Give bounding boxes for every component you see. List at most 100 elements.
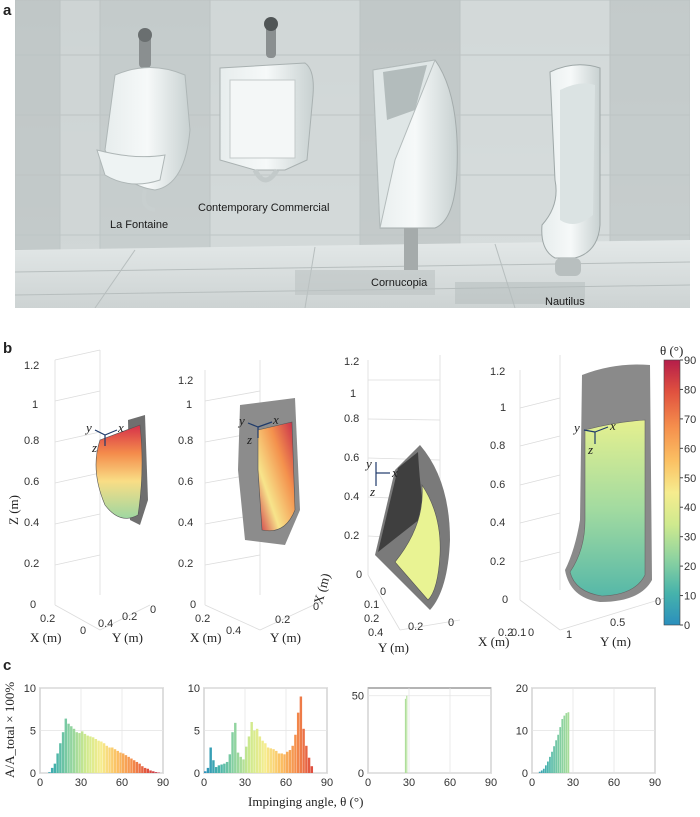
histogram-bar [114, 749, 116, 773]
histogram-bar [231, 732, 233, 773]
histogram-x-tick: 60 [608, 777, 620, 789]
histogram-y-tick: 50 [352, 691, 364, 703]
histogram-bar [97, 741, 99, 773]
b1-y-tick: 0 [150, 604, 156, 616]
histogram-x-tick: 90 [157, 777, 169, 789]
histogram-bar [297, 713, 299, 773]
b2-y-label: Y (m) [270, 630, 301, 645]
b1-local-z: z [91, 440, 97, 455]
histogram-x-tick: 30 [75, 777, 87, 789]
histogram-bar [283, 754, 285, 773]
b2-z-tick: 1.2 [178, 375, 193, 387]
histogram-y-tick: 0 [30, 768, 36, 780]
colorbar-tick-label: 40 [684, 502, 696, 514]
colorbar-tick-label: 10 [684, 591, 696, 603]
histogram-bar [212, 760, 214, 773]
histogram-bar [547, 762, 549, 773]
histogram-y-tick: 0 [358, 768, 364, 780]
histogram-bar [245, 747, 247, 773]
histogram-bar [289, 750, 291, 773]
histogram-bar [555, 740, 557, 773]
b4-z-tick: 0.8 [490, 440, 505, 452]
histogram-bar [204, 771, 206, 773]
histogram-bar [308, 758, 310, 773]
b2-surface [258, 422, 295, 531]
b3-y-label: Y (m) [378, 640, 409, 655]
histogram-frame [368, 688, 491, 773]
histogram-bar [149, 770, 151, 773]
histogram-bar [294, 735, 296, 773]
colorbar-label: θ (°) [660, 343, 683, 358]
histogram-x-tick: 0 [529, 777, 535, 789]
colorbar-tick-label: 0 [684, 620, 690, 632]
histogram-bar [565, 713, 567, 773]
histogram-bar [259, 736, 261, 773]
b3-z-tick: 0.2 [344, 530, 359, 542]
b4-z-tick: 1.2 [490, 366, 505, 378]
panel-b-3d-plots: Z (m) 0 0.2 0.4 0.6 0.8 1 [0, 340, 700, 660]
histogram-bar [119, 753, 121, 773]
b3-local-y: y [364, 456, 372, 471]
b4-x-label: X (m) [478, 634, 509, 649]
b3-z-tick: 0.8 [344, 413, 359, 425]
histogram-bar [568, 712, 570, 773]
histogram-bar [264, 743, 266, 773]
panel-a-label: a [3, 2, 11, 19]
histogram-bar [138, 764, 140, 773]
histogram-bar [302, 729, 304, 773]
b2-z-tick: 0.6 [178, 476, 193, 488]
histogram-bar [133, 760, 135, 773]
b3-z-tick: 1.2 [344, 356, 359, 368]
histogram-bar [250, 722, 252, 773]
b2-x-tick: 0.2 [195, 613, 210, 625]
histogram-bar [240, 757, 242, 773]
histogram-bar [563, 716, 565, 773]
histogram-bar [223, 764, 225, 773]
histogram-bar [81, 731, 83, 773]
histogram-bar [108, 748, 110, 774]
histogram-bar [147, 769, 149, 773]
panel-c-histograms: A/A_total × 100% Impinging angle, θ (°) … [0, 660, 700, 812]
plot-b1: 0 0.2 0.4 0.6 0.8 1 1.2 0.2 0 0.4 0.2 0 … [24, 350, 156, 645]
colorbar-tick-label: 30 [684, 532, 696, 544]
plot-b3: 0 0.2 0.4 0.6 0.8 1 1.2 0 0.1 0.2 0.4 0.… [310, 355, 460, 655]
histogram-bar [549, 757, 551, 773]
histogram-bar [106, 746, 108, 773]
label-nautilus: Nautilus [545, 296, 585, 308]
b2-z-tick: 0.8 [178, 435, 193, 447]
histogram-bar [62, 732, 64, 773]
histogram-bar [281, 753, 283, 773]
b4-z-tick: 0 [502, 594, 508, 606]
histogram-bar [89, 736, 91, 773]
colorbar-tick-label: 60 [684, 443, 696, 455]
b2-local-y: y [237, 413, 245, 428]
histogram-x-tick: 60 [280, 777, 292, 789]
b2-z-tick: 0 [190, 599, 196, 611]
histogram-bar [286, 752, 288, 773]
histogram-x-tick: 90 [321, 777, 333, 789]
plot-b2: 0 0.2 0.4 0.6 0.8 1 1.2 0.2 0.4 0.2 0 X … [178, 360, 320, 645]
histogram-x-tick: 60 [444, 777, 456, 789]
histogram-bar [406, 696, 407, 773]
histogram-bar [207, 768, 209, 773]
histogram-bar [215, 767, 217, 773]
restroom-render: La Fontaine Contemporary Commercial Corn… [15, 0, 690, 308]
b2-y-tick: 0.2 [275, 614, 290, 626]
histogram-bar [218, 765, 220, 773]
b1-z-tick: 0.8 [24, 435, 39, 447]
histogram-bar [141, 766, 143, 773]
b1-z-tick: 0.6 [24, 476, 39, 488]
histogram-bar [300, 697, 302, 774]
b1-z-tick: 0.2 [24, 558, 39, 570]
histogram-y-tick: 10 [24, 683, 36, 695]
hist-x-label: Impinging angle, θ (°) [248, 794, 363, 809]
histogram-y-tick: 20 [516, 683, 528, 695]
histogram-bar [256, 729, 258, 773]
histogram-bar [559, 727, 561, 773]
histogram-bar [237, 753, 239, 773]
histogram-bar [111, 748, 113, 774]
histogram-x-tick: 30 [239, 777, 251, 789]
histogram-bar [95, 739, 97, 773]
b3-y-tick: 0 [448, 617, 454, 629]
